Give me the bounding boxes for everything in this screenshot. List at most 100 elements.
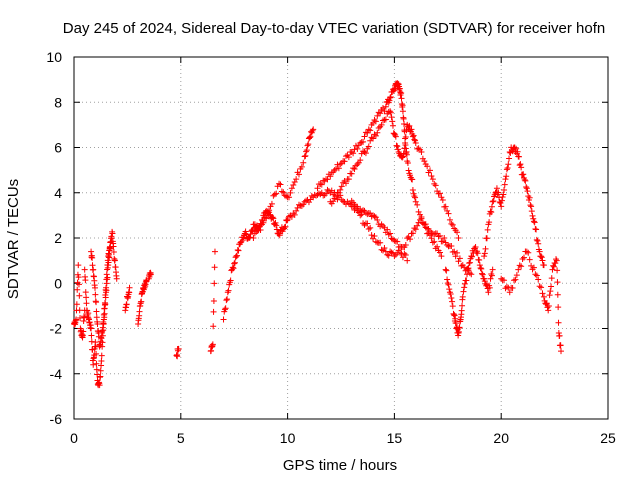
- data-point: [455, 258, 462, 265]
- data-point: [107, 244, 114, 251]
- data-point: [518, 263, 525, 270]
- data-point: [526, 256, 533, 263]
- data-point: [110, 248, 117, 255]
- data-point: [306, 134, 313, 141]
- data-point: [553, 257, 560, 264]
- data-point: [540, 262, 547, 269]
- data-point: [113, 275, 120, 282]
- data-point: [535, 240, 542, 247]
- data-point: [514, 148, 521, 155]
- data-point: [92, 291, 99, 298]
- data-point: [350, 150, 357, 157]
- data-point: [538, 254, 545, 261]
- data-point: [546, 292, 553, 299]
- data-point: [428, 172, 435, 179]
- data-point: [505, 161, 512, 168]
- data-point: [371, 233, 378, 240]
- data-point: [136, 308, 143, 315]
- data-point: [524, 188, 531, 195]
- data-point: [222, 305, 229, 312]
- data-point: [384, 251, 391, 258]
- data-point: [317, 191, 324, 198]
- data-point: [424, 163, 431, 170]
- data-point: [459, 293, 466, 300]
- data-point: [517, 161, 524, 168]
- data-point: [385, 252, 392, 259]
- data-point: [501, 277, 508, 284]
- data-point: [90, 361, 97, 368]
- data-point: [93, 350, 100, 357]
- y-tick-label: -4: [50, 366, 63, 382]
- data-point: [273, 190, 280, 197]
- data-point: [448, 243, 455, 250]
- data-point: [447, 291, 454, 298]
- data-point: [276, 180, 283, 187]
- data-point: [434, 243, 441, 250]
- data-point: [74, 286, 81, 293]
- data-point: [409, 133, 416, 140]
- data-point: [264, 208, 271, 215]
- data-point: [209, 341, 216, 348]
- data-point: [455, 235, 462, 241]
- data-point: [452, 320, 459, 327]
- data-point: [421, 158, 428, 165]
- data-point: [399, 154, 406, 161]
- data-point: [75, 281, 82, 288]
- data-point: [333, 165, 340, 172]
- data-point: [284, 216, 291, 223]
- data-point: [436, 232, 443, 239]
- axes: 0 5 10 15 20 25 -6 -4 -2 0 2 4 6 8 10: [46, 49, 616, 446]
- data-point: [324, 176, 331, 183]
- data-point: [449, 298, 456, 305]
- data-point: [345, 200, 352, 207]
- data-point: [521, 176, 528, 183]
- data-point: [389, 118, 396, 125]
- data-point: [482, 245, 489, 252]
- data-point: [371, 213, 378, 220]
- data-point: [442, 266, 449, 273]
- data-point: [247, 231, 254, 238]
- x-tick-label: 10: [280, 430, 296, 446]
- data-point: [381, 108, 388, 115]
- data-point: [88, 325, 95, 332]
- data-point: [477, 264, 484, 271]
- x-tick-label: 20: [493, 430, 509, 446]
- data-point: [338, 183, 345, 190]
- data-point: [454, 229, 461, 236]
- data-point: [123, 301, 130, 308]
- data-point: [466, 270, 473, 277]
- data-point: [554, 267, 561, 274]
- data-point: [387, 94, 394, 101]
- data-point: [407, 127, 414, 134]
- data-point: [456, 324, 463, 331]
- data-point: [558, 348, 565, 355]
- data-point: [555, 304, 562, 311]
- data-point: [101, 310, 108, 317]
- data-point: [504, 165, 511, 172]
- data-point: [487, 208, 494, 215]
- data-point: [355, 159, 362, 166]
- data-point: [452, 253, 459, 260]
- data-point: [402, 242, 409, 249]
- data-point: [365, 126, 372, 133]
- data-point: [385, 231, 392, 238]
- data-point: [211, 280, 218, 287]
- data-point: [444, 280, 451, 287]
- data-point: [227, 277, 234, 284]
- data-point: [361, 221, 368, 228]
- data-point: [429, 239, 436, 246]
- data-point: [253, 228, 260, 235]
- data-point: [409, 230, 416, 237]
- data-point: [530, 215, 537, 222]
- data-point: [271, 221, 278, 228]
- data-point: [231, 260, 238, 267]
- x-tick-label: 25: [600, 430, 616, 446]
- data-point: [99, 324, 106, 331]
- data-point: [291, 211, 298, 218]
- data-point: [276, 232, 283, 239]
- y-tick-label: 4: [54, 185, 62, 201]
- data-point: [361, 133, 368, 140]
- data-point: [557, 342, 564, 349]
- data-point: [439, 238, 446, 245]
- data-point: [391, 253, 398, 260]
